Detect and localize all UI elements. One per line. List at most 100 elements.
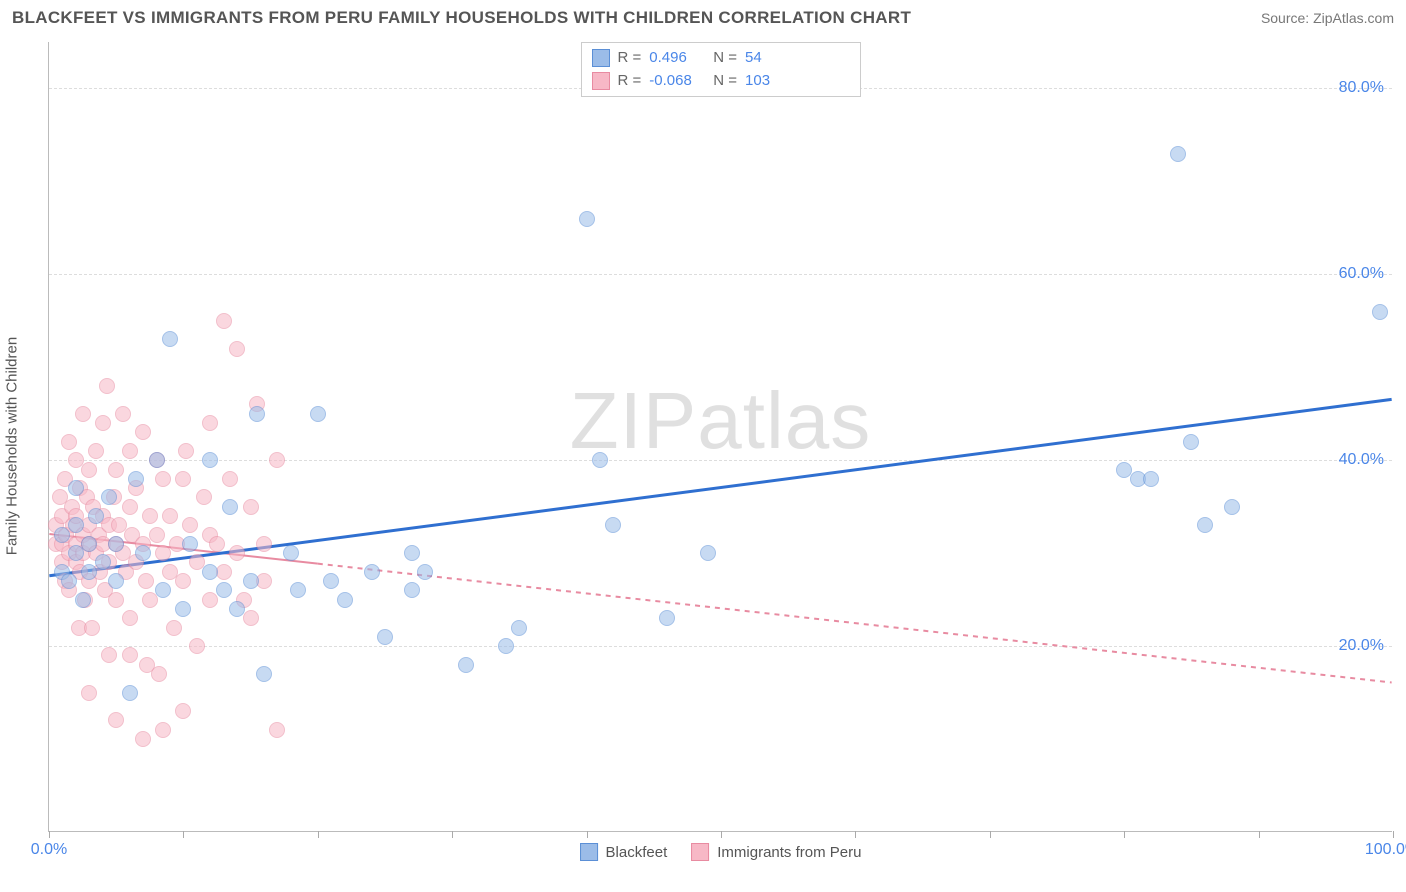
gridline [49, 646, 1392, 647]
data-point-peru [61, 434, 77, 450]
data-point-peru [81, 685, 97, 701]
x-axis-max-label: 100.0% [1365, 841, 1406, 859]
data-point-blackfeet [61, 573, 77, 589]
data-point-blackfeet [108, 536, 124, 552]
data-point-peru [243, 499, 259, 515]
data-point-blackfeet [249, 406, 265, 422]
data-point-peru [122, 499, 138, 515]
data-point-blackfeet [377, 629, 393, 645]
data-point-peru [269, 452, 285, 468]
data-point-peru [202, 415, 218, 431]
data-point-blackfeet [511, 620, 527, 636]
data-point-peru [175, 471, 191, 487]
scatter-plot-area: ZIPatlas 20.0%40.0%60.0%80.0% R = 0.496 … [48, 42, 1392, 832]
data-point-peru [115, 406, 131, 422]
data-point-blackfeet [202, 564, 218, 580]
source-attribution: Source: ZipAtlas.com [1261, 10, 1394, 26]
data-point-peru [178, 443, 194, 459]
data-point-peru [84, 620, 100, 636]
data-point-peru [229, 545, 245, 561]
data-point-peru [182, 517, 198, 533]
data-point-peru [75, 406, 91, 422]
data-point-peru [122, 647, 138, 663]
data-point-blackfeet [1143, 471, 1159, 487]
data-point-peru [95, 415, 111, 431]
data-point-blackfeet [417, 564, 433, 580]
watermark-text: ZIPatlas [570, 375, 871, 467]
data-point-blackfeet [659, 610, 675, 626]
data-point-blackfeet [283, 545, 299, 561]
stats-n-blackfeet: 54 [745, 47, 801, 70]
data-point-blackfeet [404, 582, 420, 598]
data-point-blackfeet [229, 601, 245, 617]
x-tick [990, 831, 991, 838]
data-point-blackfeet [243, 573, 259, 589]
data-point-peru [99, 378, 115, 394]
stats-r-peru: -0.068 [649, 70, 705, 93]
data-point-peru [149, 527, 165, 543]
data-point-blackfeet [75, 592, 91, 608]
x-tick [318, 831, 319, 838]
data-point-blackfeet [81, 536, 97, 552]
data-point-peru [122, 443, 138, 459]
gridline [49, 274, 1392, 275]
data-point-blackfeet [1197, 517, 1213, 533]
data-point-blackfeet [364, 564, 380, 580]
data-point-peru [155, 471, 171, 487]
x-tick [1259, 831, 1260, 838]
stats-r-label: R = [618, 70, 642, 93]
chart-title: BLACKFEET VS IMMIGRANTS FROM PERU FAMILY… [12, 8, 911, 28]
data-point-blackfeet [175, 601, 191, 617]
data-point-blackfeet [605, 517, 621, 533]
x-tick [49, 831, 50, 838]
data-point-peru [189, 638, 205, 654]
data-point-peru [229, 341, 245, 357]
data-point-peru [81, 462, 97, 478]
stats-r-label: R = [618, 47, 642, 70]
stats-n-label: N = [713, 47, 737, 70]
y-axis-label: Family Households with Children [4, 337, 21, 555]
stats-n-peru: 103 [745, 70, 801, 93]
data-point-peru [135, 731, 151, 747]
data-point-peru [196, 489, 212, 505]
data-point-blackfeet [68, 517, 84, 533]
swatch-peru [592, 72, 610, 90]
data-point-blackfeet [101, 489, 117, 505]
x-tick [452, 831, 453, 838]
correlation-stats-box: R = 0.496 N = 54 R = -0.068 N = 103 [581, 42, 861, 97]
stats-row-peru: R = -0.068 N = 103 [592, 70, 850, 93]
data-point-blackfeet [700, 545, 716, 561]
data-point-peru [135, 424, 151, 440]
data-point-peru [155, 722, 171, 738]
data-point-peru [243, 610, 259, 626]
data-point-blackfeet [149, 452, 165, 468]
data-point-blackfeet [128, 471, 144, 487]
data-point-peru [138, 573, 154, 589]
data-point-peru [166, 620, 182, 636]
data-point-blackfeet [202, 452, 218, 468]
data-point-blackfeet [88, 508, 104, 524]
data-point-blackfeet [122, 685, 138, 701]
data-point-blackfeet [337, 592, 353, 608]
data-point-peru [222, 471, 238, 487]
data-point-blackfeet [579, 211, 595, 227]
data-point-peru [256, 536, 272, 552]
data-point-blackfeet [290, 582, 306, 598]
data-point-peru [216, 313, 232, 329]
data-point-blackfeet [1372, 304, 1388, 320]
y-tick-label: 20.0% [1339, 637, 1384, 655]
data-point-peru [88, 443, 104, 459]
data-point-blackfeet [1224, 499, 1240, 515]
data-point-blackfeet [108, 573, 124, 589]
data-point-blackfeet [323, 573, 339, 589]
data-point-peru [175, 703, 191, 719]
legend-swatch-peru [691, 843, 709, 861]
data-point-peru [122, 610, 138, 626]
x-tick [855, 831, 856, 838]
stats-n-label: N = [713, 70, 737, 93]
data-point-blackfeet [498, 638, 514, 654]
data-point-blackfeet [216, 582, 232, 598]
data-point-peru [151, 666, 167, 682]
swatch-blackfeet [592, 49, 610, 67]
data-point-peru [101, 647, 117, 663]
